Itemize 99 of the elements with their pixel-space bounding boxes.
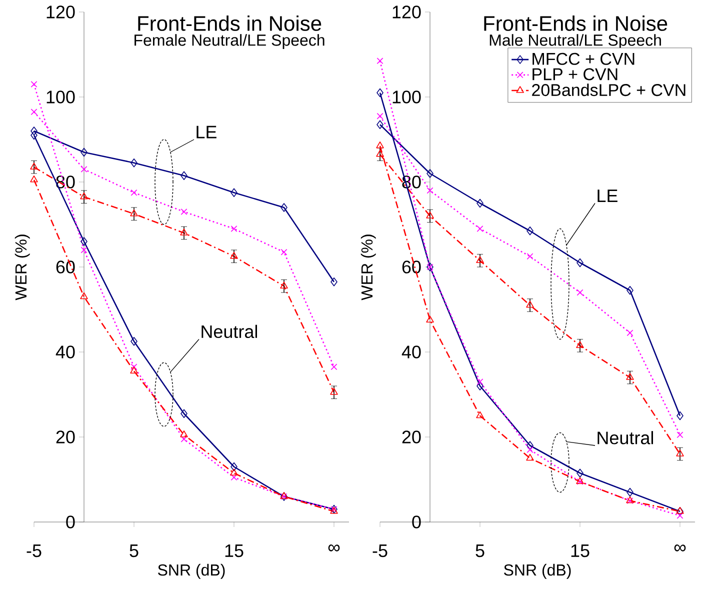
point bbox=[576, 341, 584, 348]
point bbox=[476, 226, 484, 232]
point bbox=[280, 282, 288, 289]
point bbox=[426, 212, 434, 218]
point bbox=[30, 108, 38, 116]
point bbox=[230, 474, 238, 481]
y-tick-label: 120 bbox=[392, 6, 421, 18]
point bbox=[476, 411, 484, 418]
point bbox=[376, 141, 384, 148]
point bbox=[526, 226, 534, 236]
point bbox=[426, 316, 434, 323]
x-axis-title: SNR (dB) bbox=[504, 564, 571, 579]
point bbox=[526, 454, 534, 461]
point bbox=[576, 468, 584, 478]
point bbox=[426, 187, 434, 194]
point bbox=[526, 253, 534, 260]
y-tick-label: 60 bbox=[56, 260, 75, 274]
point bbox=[280, 203, 288, 212]
point bbox=[180, 228, 188, 236]
point bbox=[180, 436, 188, 442]
point bbox=[526, 446, 534, 453]
y-tick-label: 40 bbox=[56, 346, 75, 358]
point bbox=[626, 330, 634, 336]
point bbox=[130, 336, 138, 346]
point bbox=[476, 198, 484, 208]
legend-label: PLP + CVN bbox=[532, 68, 618, 80]
point bbox=[576, 289, 584, 296]
point bbox=[676, 411, 684, 420]
y-tick-label: 60 bbox=[402, 260, 421, 274]
point bbox=[30, 81, 38, 88]
point bbox=[476, 256, 484, 264]
x-tick-label: ∞ bbox=[328, 544, 340, 552]
y-tick-label: 0 bbox=[66, 516, 75, 528]
point bbox=[526, 300, 534, 308]
point bbox=[130, 158, 138, 168]
annotation: LE bbox=[598, 190, 618, 202]
x-tick-label: -5 bbox=[26, 544, 42, 558]
point bbox=[80, 292, 88, 300]
point bbox=[330, 277, 338, 286]
point bbox=[80, 166, 88, 172]
point bbox=[30, 126, 38, 136]
x-tick-label: -5 bbox=[372, 544, 388, 558]
x-tick-label: 15 bbox=[225, 544, 244, 558]
point bbox=[180, 430, 188, 438]
point bbox=[230, 462, 238, 472]
point bbox=[376, 120, 384, 130]
y-tick-label: 20 bbox=[402, 430, 421, 444]
point bbox=[180, 208, 188, 215]
point bbox=[376, 88, 384, 98]
text: Female Neutral/LE Speech bbox=[134, 34, 324, 50]
x-tick-label: 15 bbox=[571, 544, 590, 558]
x-tick-label: ∞ bbox=[674, 544, 686, 552]
point bbox=[526, 441, 534, 450]
point bbox=[330, 364, 338, 370]
y-axis-title: WER (%) bbox=[360, 234, 376, 300]
point bbox=[280, 248, 288, 256]
point bbox=[80, 237, 88, 246]
point bbox=[676, 450, 684, 456]
point bbox=[626, 488, 634, 497]
point bbox=[476, 378, 484, 385]
y-tick-label: 120 bbox=[46, 6, 75, 18]
y-tick-label: 100 bbox=[392, 90, 421, 104]
point bbox=[626, 286, 634, 295]
point bbox=[180, 409, 188, 418]
y-tick-label: 100 bbox=[46, 90, 75, 104]
point bbox=[230, 226, 238, 232]
x-axis-title: SNR (dB) bbox=[158, 564, 225, 579]
x-tick-label: 5 bbox=[130, 544, 138, 558]
point bbox=[476, 382, 484, 390]
annotation: LE bbox=[196, 126, 216, 138]
point bbox=[626, 373, 634, 380]
y-tick-label: 40 bbox=[402, 346, 421, 358]
point bbox=[130, 364, 138, 370]
point bbox=[676, 432, 684, 438]
chart-title: Front-Ends in Noise bbox=[484, 16, 668, 31]
point bbox=[130, 189, 138, 196]
point bbox=[30, 175, 38, 182]
point bbox=[130, 366, 138, 374]
x-tick-label: 5 bbox=[476, 544, 484, 558]
point bbox=[80, 148, 88, 157]
legend-label: 20BandsLPC + CVN bbox=[532, 84, 686, 96]
y-axis-title: WER (%) bbox=[14, 234, 30, 300]
annotation: Neutral bbox=[202, 324, 258, 338]
point bbox=[676, 512, 684, 519]
annotation: Neutral bbox=[598, 431, 654, 444]
point bbox=[426, 169, 434, 178]
text: Male Neutral/LE Speech bbox=[490, 34, 661, 50]
point bbox=[376, 58, 384, 64]
y-tick-label: 0 bbox=[412, 516, 421, 528]
point bbox=[376, 112, 384, 120]
point bbox=[30, 162, 38, 170]
legend-label: MFCC + CVN bbox=[532, 52, 634, 65]
point bbox=[576, 258, 584, 268]
chart-title: Front-Ends in Noise bbox=[138, 16, 322, 31]
point bbox=[180, 171, 188, 180]
point bbox=[80, 246, 88, 254]
y-tick-label: 20 bbox=[56, 430, 75, 444]
point bbox=[230, 188, 238, 198]
point bbox=[230, 468, 238, 476]
